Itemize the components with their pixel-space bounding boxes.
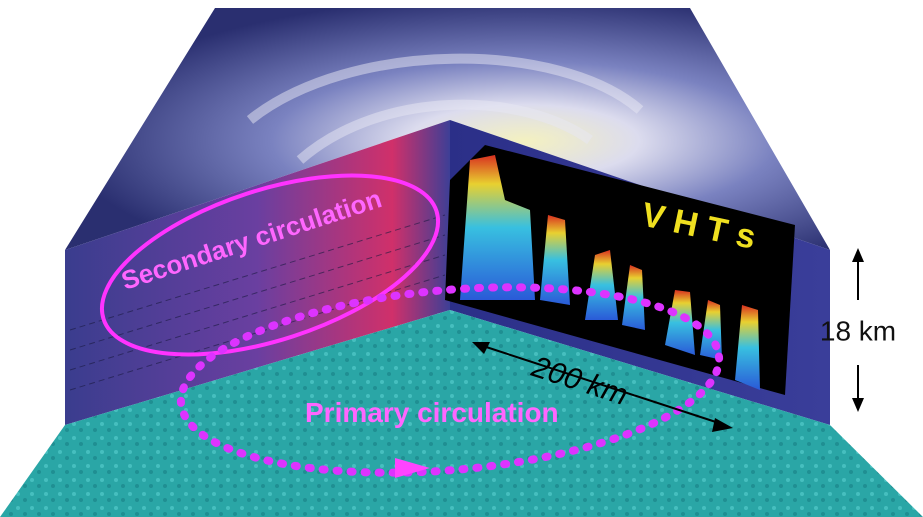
cloud-bands (246, 53, 644, 164)
arrow-head (712, 418, 733, 432)
arrow-head (852, 248, 864, 262)
satellite-image (65, 8, 830, 250)
height-label: 18 km (820, 315, 896, 346)
left-wall (65, 120, 450, 425)
ocean-floor (0, 310, 923, 517)
vht-columns (460, 155, 760, 390)
loop-arrow (395, 458, 430, 478)
contour-lines (69, 214, 446, 391)
arrow-head (472, 342, 490, 354)
primary-circulation-loop (176, 283, 724, 477)
secondary-circulation-loop (99, 173, 441, 357)
distance-arrow (479, 344, 726, 426)
primary-label: Primary circulation (305, 397, 559, 428)
arrow-head (852, 398, 864, 412)
